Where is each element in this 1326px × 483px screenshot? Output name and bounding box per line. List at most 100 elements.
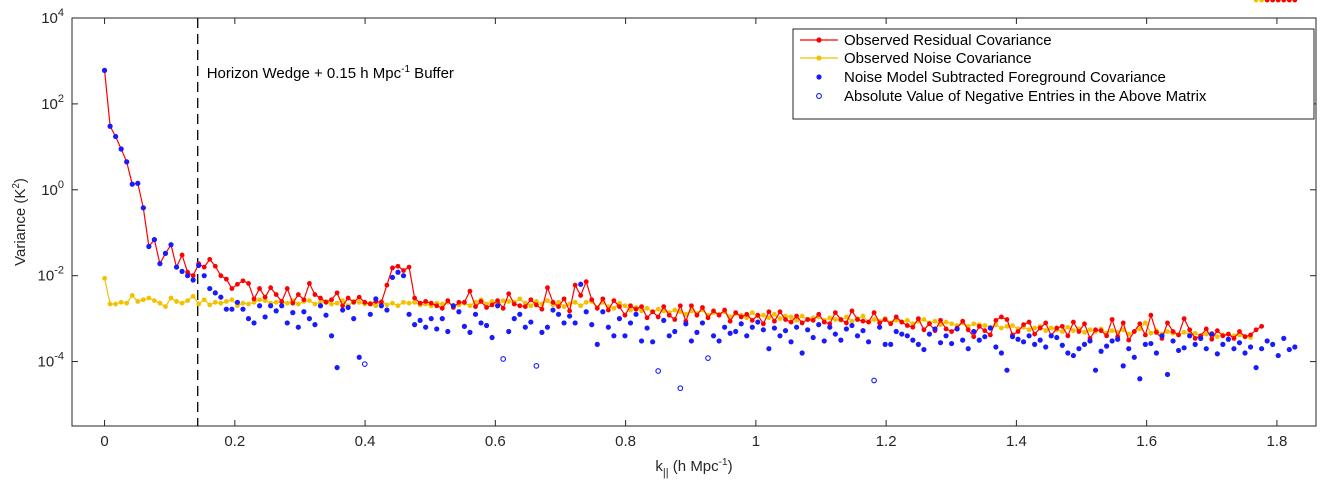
data-point [307, 281, 312, 286]
data-point [251, 299, 257, 305]
data-point [589, 297, 595, 303]
data-point [268, 303, 274, 309]
data-point [683, 321, 689, 327]
data-point [467, 329, 473, 335]
data-point [162, 250, 169, 256]
data-point [888, 321, 894, 327]
data-point [118, 299, 124, 305]
data-point [411, 322, 418, 328]
data-point [318, 295, 323, 301]
data-point [1192, 341, 1198, 347]
data-point [716, 338, 722, 344]
data-point [777, 333, 783, 339]
data-point [1026, 333, 1032, 339]
data-point [617, 304, 622, 310]
data-point [561, 304, 567, 310]
data-point [290, 310, 296, 316]
data-point [185, 298, 191, 303]
data-point [1004, 367, 1010, 373]
data-point [218, 300, 224, 306]
data-point [1065, 350, 1071, 356]
data-point [240, 300, 246, 306]
data-point [816, 322, 822, 328]
data-point [627, 320, 634, 326]
data-point [301, 309, 307, 315]
data-point [190, 273, 196, 279]
data-point [229, 306, 235, 312]
data-point [406, 300, 412, 306]
data-point [943, 326, 949, 332]
data-point [489, 302, 495, 308]
data-point [949, 329, 954, 334]
data-point [1087, 327, 1093, 333]
data-point [135, 299, 141, 304]
data-point [561, 320, 567, 326]
data-point [932, 326, 938, 332]
series-foreground-negative [361, 355, 877, 392]
data-point [218, 273, 224, 279]
data-point [533, 363, 540, 369]
data-point [899, 331, 905, 337]
data-point [223, 276, 229, 282]
data-point [1231, 335, 1237, 341]
data-point [1076, 346, 1082, 352]
data-point [960, 337, 966, 343]
data-point [893, 328, 899, 335]
data-point [556, 299, 561, 305]
data-point [971, 334, 977, 340]
data-point [556, 304, 561, 310]
data-point [982, 328, 988, 334]
data-point [334, 300, 340, 306]
data-point [389, 274, 396, 281]
data-point [129, 181, 135, 187]
data-point [583, 299, 589, 305]
data-point [1026, 327, 1032, 333]
data-point [1004, 317, 1010, 322]
data-point [1237, 329, 1242, 334]
data-point [982, 334, 988, 340]
data-point [1092, 367, 1099, 373]
data-point [760, 321, 766, 327]
data-point [157, 261, 163, 267]
legend-box [792, 28, 1315, 120]
data-point [999, 325, 1004, 331]
data-point [921, 317, 927, 322]
data-point [307, 298, 312, 303]
legend-item: Observed Residual Covariance [800, 32, 1052, 49]
data-point [882, 341, 888, 347]
data-point [793, 324, 800, 330]
data-point [1059, 323, 1065, 329]
legend-marker [816, 55, 822, 61]
data-point [810, 334, 816, 341]
data-point [987, 332, 993, 338]
data-point [788, 314, 794, 320]
data-point [650, 339, 656, 345]
data-point [877, 324, 883, 330]
data-point [1137, 321, 1143, 327]
data-point [196, 301, 202, 307]
data-point [201, 297, 207, 303]
data-point [1242, 334, 1248, 340]
data-point [639, 304, 644, 310]
data-point [550, 299, 556, 305]
data-point [1203, 326, 1209, 332]
data-point [1120, 363, 1126, 369]
data-point [196, 262, 202, 268]
data-point [345, 304, 351, 311]
data-point [699, 320, 706, 326]
data-point [201, 264, 207, 270]
data-point [1026, 319, 1032, 325]
data-point [245, 316, 252, 322]
data-point [1231, 346, 1237, 352]
data-point [644, 315, 650, 321]
data-point [356, 354, 362, 360]
data-point [506, 291, 512, 297]
legend-marker [816, 74, 822, 80]
data-point [1015, 336, 1021, 342]
data-point [783, 317, 788, 322]
data-point [456, 309, 462, 315]
data-point [1032, 331, 1038, 337]
data-point [1037, 337, 1043, 343]
data-point [1104, 333, 1110, 339]
